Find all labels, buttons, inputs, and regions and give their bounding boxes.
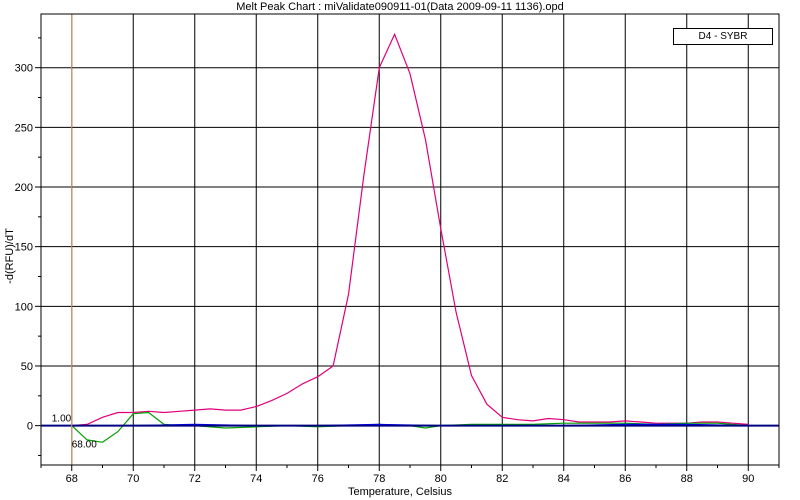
x-tick-label: 88 xyxy=(681,473,693,485)
x-tick-label: 86 xyxy=(619,473,631,485)
series-line-1[interactable] xyxy=(71,32,749,427)
x-tick-label: 84 xyxy=(558,473,570,485)
x-tick-label: 68 xyxy=(66,473,78,485)
y-tick-label: 250 xyxy=(15,122,33,134)
y-tick-label: 150 xyxy=(15,242,33,254)
series-lines xyxy=(71,32,749,443)
x-axis-label: Temperature, Celsius xyxy=(348,486,452,498)
y-tick-label: 0 xyxy=(27,421,33,433)
x-tick-label: 70 xyxy=(127,473,139,485)
cursor-x-label: 68.00 xyxy=(72,440,97,451)
grid-lines xyxy=(41,14,779,465)
cursor-y-label: 1.00 xyxy=(52,414,72,425)
plot-frame xyxy=(40,13,780,466)
x-tick-label: 82 xyxy=(496,473,508,485)
legend-box[interactable]: D4 - SYBR xyxy=(673,28,773,45)
y-axis-label: -d(RFU)/dT xyxy=(4,228,16,284)
y-tick-label: 200 xyxy=(15,182,33,194)
x-tick-label: 76 xyxy=(312,473,324,485)
y-tick-label: 300 xyxy=(15,63,33,75)
x-tick-label: 78 xyxy=(373,473,385,485)
chart-title: Melt Peak Chart : miValidate090911-01(Da… xyxy=(236,1,564,13)
series-line-2[interactable] xyxy=(71,411,749,443)
x-tick-label: 90 xyxy=(742,473,754,485)
x-tick-label: 74 xyxy=(250,473,262,485)
y-tick-label: 50 xyxy=(21,361,33,373)
cursor-overlay: 1.00 68.00 xyxy=(41,14,779,465)
y-tick-label: 100 xyxy=(15,301,33,313)
x-tick-label: 80 xyxy=(435,473,447,485)
x-tick-label: 72 xyxy=(189,473,201,485)
